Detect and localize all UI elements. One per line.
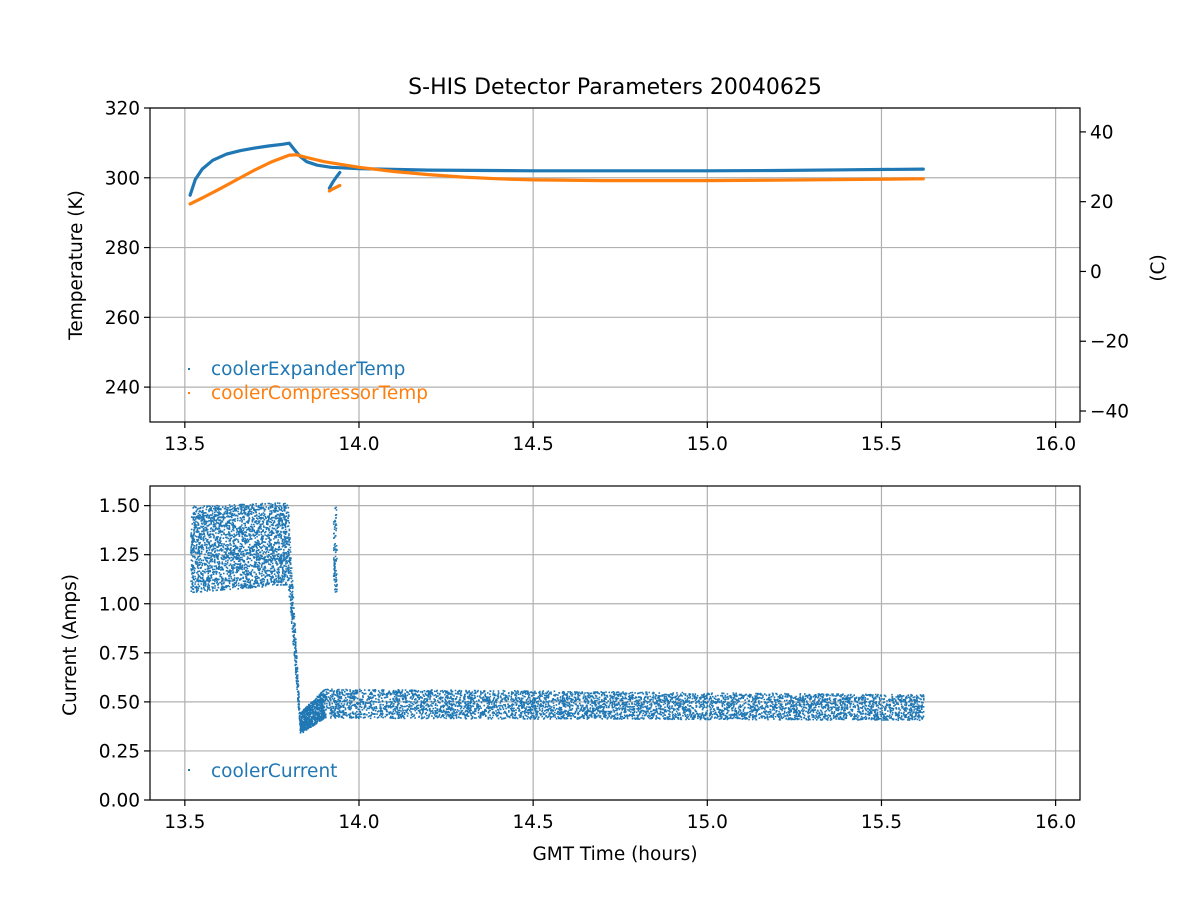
top-y-ticks: 240 260 280 300 320	[105, 99, 150, 399]
bot-y-tick-label: 0.75	[99, 643, 140, 664]
bottom-current-panel: 13.5 14.0 14.5 15.0 15.5 16.0 0.00 0.25 0.50 0.7…	[60, 485, 1081, 865]
legend-label-expander: coolerExpanderTemp	[211, 359, 405, 380]
top-temperature-panel: 13.5 14.0 14.5 15.0 15.5 16.0 240 260 280 300 320…	[66, 75, 1169, 455]
top-y2-axis-label: (C)	[1148, 254, 1169, 281]
top-y-tick-label: 300	[105, 168, 140, 189]
top-y-tick-label: 320	[105, 99, 140, 120]
top-x-ticks: 13.5 14.0 14.5 15.0 15.5 16.0	[164, 422, 1076, 455]
legend-marker-expander	[188, 368, 190, 370]
top-y2-ticks: −40 −20 0 20 40	[1080, 122, 1129, 423]
bot-y-tick-label: 1.25	[99, 545, 140, 566]
top-y2-tick-label: −40	[1090, 402, 1129, 423]
series-coolerCurrent-range-4	[332, 506, 338, 593]
top-x-tick-label: 14.5	[513, 434, 554, 455]
bot-y-tick-label: 0.50	[99, 692, 140, 713]
bot-x-tick-label: 14.0	[338, 812, 379, 833]
bottom-y-axis-label: Current (Amps)	[60, 574, 81, 716]
top-x-tick-label: 15.5	[861, 434, 902, 455]
bot-y-tick-label: 0.25	[99, 741, 140, 762]
series-coolerCurrent-points-3	[324, 688, 925, 721]
series-coolerCurrent-points-1	[287, 511, 302, 734]
bot-y-tick-label: 0.00	[99, 791, 140, 812]
legend-label-compressor: coolerCompressorTemp	[211, 383, 428, 404]
series-coolerCurrent-points-0	[190, 502, 290, 594]
bot-y-tick-label: 1.50	[99, 496, 140, 517]
series-coolerCurrent-range-1	[287, 511, 302, 734]
bot-x-tick-label: 15.5	[861, 812, 902, 833]
top-data-marks	[188, 141, 925, 206]
top-y-axis-label: Temperature (K)	[66, 190, 87, 341]
top-y2-tick-label: 40	[1090, 122, 1114, 143]
legend-label-current: coolerCurrent	[211, 761, 337, 782]
series-coolerCurrent-points-2	[299, 689, 326, 734]
top-legend: coolerExpanderTemp coolerCompressorTemp	[188, 359, 428, 404]
top-y2-tick-label: −20	[1090, 332, 1129, 353]
top-axes-frame	[149, 107, 1081, 423]
top-y2-tick-label: 20	[1090, 192, 1114, 213]
top-x-tick-label: 14.0	[338, 434, 379, 455]
top-x-tick-label: 16.0	[1035, 434, 1076, 455]
bot-x-tick-label: 15.0	[687, 812, 728, 833]
top-y-tick-label: 260	[105, 308, 140, 329]
top-x-tick-label: 13.5	[164, 434, 205, 455]
bot-x-tick-label: 14.5	[513, 812, 554, 833]
bottom-x-ticks: 13.5 14.0 14.5 15.0 15.5 16.0	[164, 800, 1076, 833]
series-coolerCompressorTemp-segment-1	[327, 183, 342, 193]
legend-marker-compressor	[188, 392, 190, 394]
legend-marker-current	[188, 769, 190, 771]
bottom-axes-frame	[149, 485, 1081, 801]
series-coolerCurrent-range-2	[299, 689, 326, 734]
bottom-y-ticks: 0.00 0.25 0.50 0.75 1.00 1.25 1.50	[99, 496, 150, 812]
top-y-tick-label: 240	[105, 378, 140, 399]
series-coolerCurrent-range-0	[190, 502, 290, 594]
series-coolerCurrent-range-3	[324, 688, 925, 721]
bottom-data-marks	[190, 502, 925, 734]
series-coolerCompressorTemp-segment-0	[188, 153, 925, 206]
top-y2-tick-label: 0	[1090, 262, 1102, 283]
bot-x-tick-label: 16.0	[1035, 812, 1076, 833]
bottom-legend: coolerCurrent	[188, 761, 337, 782]
bottom-x-axis-label: GMT Time (hours)	[532, 844, 697, 865]
chart-title: S-HIS Detector Parameters 20040625	[408, 75, 822, 100]
top-y-tick-label: 280	[105, 238, 140, 259]
series-coolerExpanderTemp-segment-1	[327, 170, 342, 190]
bot-x-tick-label: 13.5	[164, 812, 205, 833]
top-x-tick-label: 15.0	[687, 434, 728, 455]
series-coolerCurrent-points-4	[332, 506, 338, 593]
bot-y-tick-label: 1.00	[99, 594, 140, 615]
